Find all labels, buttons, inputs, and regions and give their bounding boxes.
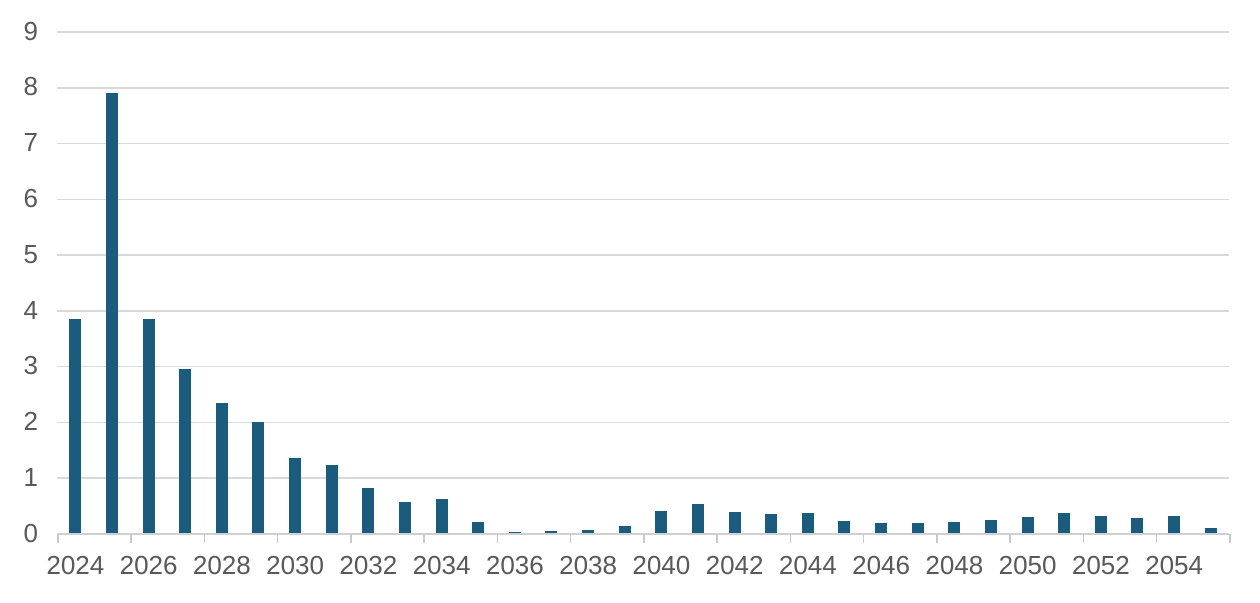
bar-2038 <box>582 530 595 534</box>
x-tick-label: 2054 <box>1145 550 1203 580</box>
x-tick-label: 2028 <box>192 550 251 580</box>
x-tick-label: 2036 <box>485 550 544 580</box>
gridline <box>57 310 1229 312</box>
bar-2053 <box>1131 518 1144 534</box>
x-tick-label: 2034 <box>412 550 471 580</box>
y-tick-label: 1 <box>23 461 38 492</box>
gridline <box>57 365 1229 368</box>
x-axis-tick <box>716 534 718 543</box>
bar-2031 <box>325 464 338 534</box>
gridline <box>57 198 1229 201</box>
bar-2042 <box>728 512 741 534</box>
bar-2043 <box>765 514 778 534</box>
x-axis-tick <box>423 534 425 543</box>
x-tick-label: 2032 <box>339 550 398 580</box>
x-axis-tick <box>936 534 938 543</box>
gridline <box>57 142 1229 145</box>
bar-2030 <box>289 457 302 534</box>
bar-2037 <box>545 531 558 534</box>
x-tick-label: 2052 <box>1071 550 1130 580</box>
x-axis-tick <box>350 534 352 543</box>
y-tick-label: 9 <box>23 15 38 46</box>
bar-2051 <box>1058 512 1071 534</box>
bar-2050 <box>1021 516 1034 534</box>
bar-2034 <box>435 498 448 534</box>
bar-2047 <box>911 523 924 534</box>
gridline <box>57 477 1229 479</box>
bar-2046 <box>875 523 888 534</box>
bar-2054 <box>1168 516 1181 534</box>
x-axis-tick <box>1229 534 1231 543</box>
x-tick-label: 2030 <box>266 550 324 580</box>
bar-2025 <box>105 93 118 534</box>
bar-2048 <box>948 521 961 534</box>
x-axis-tick <box>1009 534 1011 543</box>
y-tick-label: 7 <box>23 127 38 158</box>
bar-2033 <box>398 502 411 534</box>
x-axis-tick <box>862 534 865 543</box>
y-tick-label: 3 <box>23 350 38 381</box>
x-tick-label: 2026 <box>119 550 178 580</box>
gridline <box>57 421 1229 424</box>
x-tick-label: 2044 <box>778 550 837 580</box>
y-tick-label: 0 <box>23 517 38 548</box>
x-axis-tick <box>57 534 59 543</box>
bar-2028 <box>215 402 228 534</box>
bar-2045 <box>838 521 851 534</box>
bar-2041 <box>691 504 704 534</box>
x-axis-tick <box>569 534 572 543</box>
x-axis-tick <box>130 534 132 543</box>
x-tick-label: 2040 <box>632 550 691 580</box>
x-tick-label: 2046 <box>852 550 910 580</box>
x-axis-tick <box>789 534 791 543</box>
bar-2029 <box>252 422 265 534</box>
bar-2035 <box>472 521 485 534</box>
bar-2039 <box>618 526 631 534</box>
x-axis-tick <box>643 534 645 543</box>
gridline <box>57 254 1229 256</box>
y-tick-label: 8 <box>23 71 38 102</box>
bar-2055 <box>1204 528 1217 534</box>
x-axis-tick <box>276 534 279 543</box>
x-axis-tick <box>496 534 498 543</box>
bar-2026 <box>142 319 155 534</box>
y-tick-label: 5 <box>23 238 38 269</box>
x-axis-tick <box>203 534 205 543</box>
x-axis-tick <box>1155 534 1158 543</box>
x-tick-label: 2050 <box>998 550 1057 580</box>
gridline <box>57 87 1229 89</box>
x-tick-label: 2042 <box>705 550 764 580</box>
bar-2044 <box>801 512 814 534</box>
bar-2049 <box>984 520 997 534</box>
bar-2040 <box>655 510 668 534</box>
gridline <box>57 31 1229 33</box>
x-tick-label: 2038 <box>559 550 617 580</box>
y-tick-label: 2 <box>23 406 38 437</box>
bar-2027 <box>179 369 192 534</box>
x-tick-label: 2024 <box>46 550 105 580</box>
bar-2052 <box>1094 516 1107 534</box>
bar-2024 <box>69 319 82 534</box>
y-tick-label: 6 <box>23 183 38 214</box>
x-tick-label: 2048 <box>925 550 984 580</box>
x-axis-tick <box>1082 534 1084 543</box>
bar-2032 <box>362 488 375 534</box>
y-tick-label: 4 <box>23 294 38 325</box>
